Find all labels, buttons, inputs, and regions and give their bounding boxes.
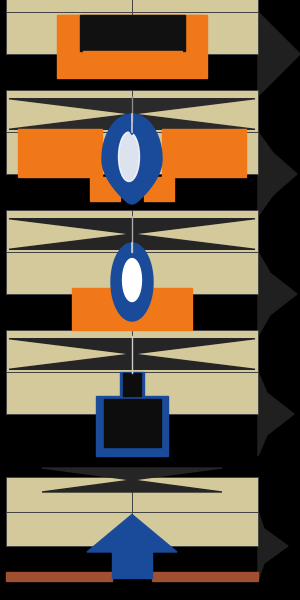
Polygon shape — [72, 288, 192, 330]
Bar — [6, 90, 132, 132]
Bar — [132, 0, 258, 12]
Polygon shape — [258, 252, 297, 336]
Bar — [6, 12, 132, 54]
Polygon shape — [96, 396, 168, 456]
Polygon shape — [6, 571, 112, 581]
Polygon shape — [152, 571, 258, 581]
Bar — [6, 0, 132, 12]
Polygon shape — [123, 259, 142, 301]
Polygon shape — [102, 114, 162, 204]
Polygon shape — [258, 511, 288, 581]
Bar — [132, 210, 258, 252]
Polygon shape — [42, 468, 222, 492]
Polygon shape — [9, 98, 255, 129]
Polygon shape — [90, 177, 174, 201]
Polygon shape — [60, 15, 204, 66]
Polygon shape — [18, 129, 102, 177]
Polygon shape — [258, 132, 297, 216]
Polygon shape — [123, 373, 141, 396]
Bar — [132, 511, 258, 546]
Bar — [6, 372, 132, 414]
Bar — [132, 372, 258, 414]
Bar — [132, 132, 258, 174]
Polygon shape — [87, 515, 177, 552]
Polygon shape — [9, 338, 255, 369]
Bar — [132, 252, 258, 294]
Bar — [6, 330, 132, 372]
Polygon shape — [103, 399, 160, 447]
Polygon shape — [82, 51, 182, 65]
Polygon shape — [111, 243, 153, 321]
Polygon shape — [118, 132, 140, 181]
Bar — [6, 252, 132, 294]
Bar — [132, 90, 258, 132]
Bar — [6, 132, 132, 174]
Polygon shape — [120, 372, 144, 396]
Bar — [6, 477, 132, 511]
Polygon shape — [123, 122, 141, 134]
Bar — [132, 477, 258, 511]
Bar — [132, 330, 258, 372]
Polygon shape — [258, 12, 300, 96]
Polygon shape — [57, 15, 207, 78]
Bar — [6, 210, 132, 252]
Bar — [132, 12, 258, 54]
Bar — [6, 511, 132, 546]
Polygon shape — [162, 129, 246, 177]
Polygon shape — [258, 372, 294, 456]
Polygon shape — [80, 15, 184, 51]
Polygon shape — [9, 219, 255, 250]
Polygon shape — [112, 552, 152, 577]
